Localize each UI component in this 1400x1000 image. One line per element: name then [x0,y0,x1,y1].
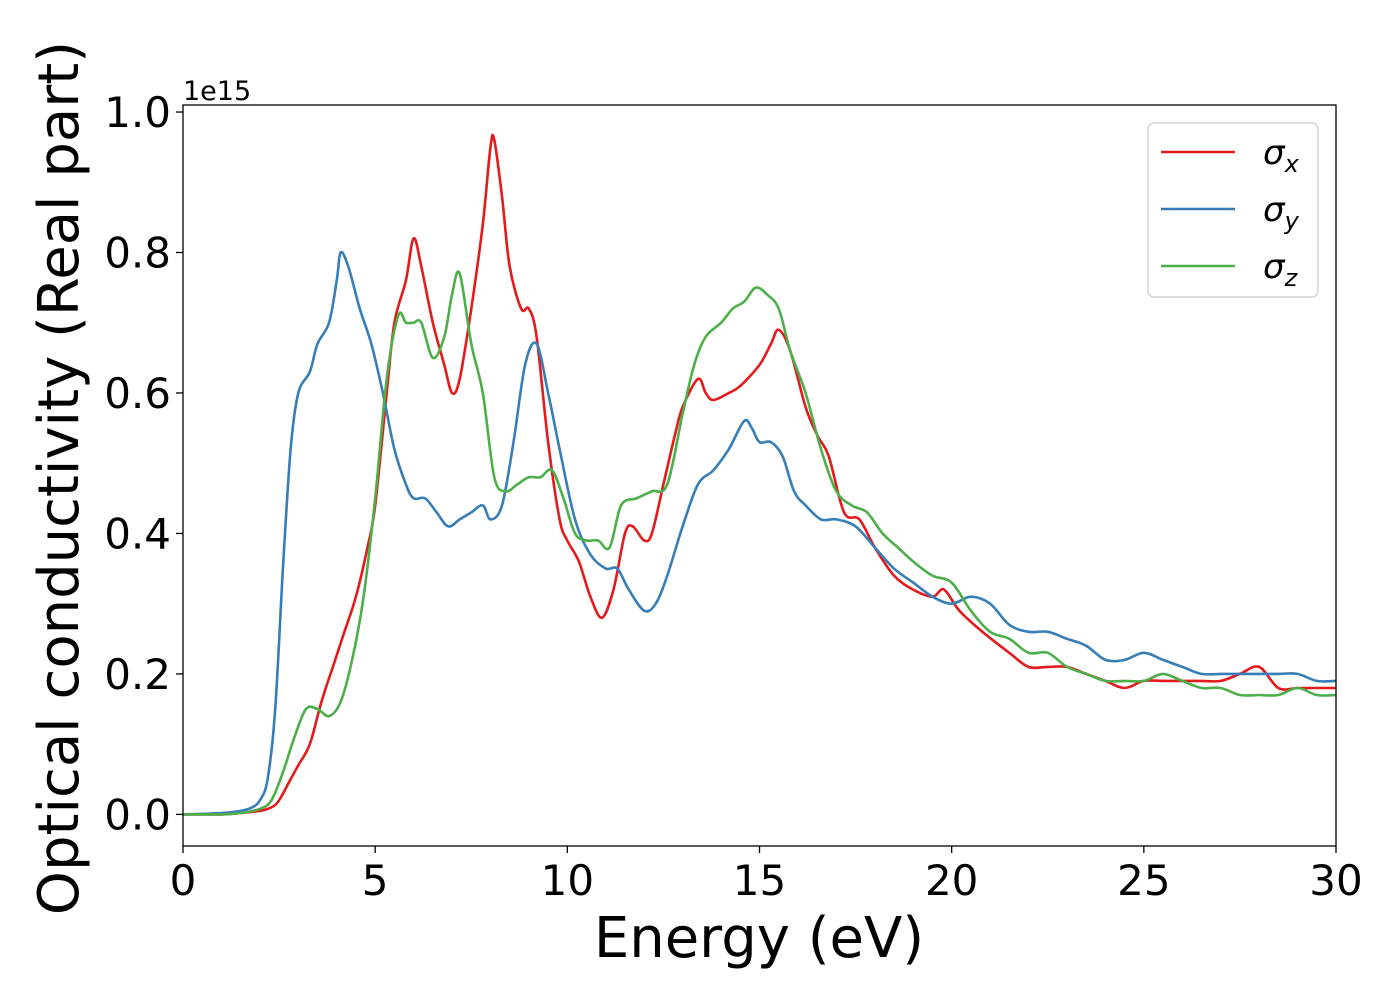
y-tick-label: 0.6 [104,369,171,418]
x-axis-ticks: 0 5 10 15 20 25 30 [170,846,1363,905]
x-tick-label: 25 [1117,856,1170,905]
x-tick-label: 20 [925,856,978,905]
y-offset-label: 1e15 [183,76,251,107]
series-line-sigma-z [182,270,1337,816]
x-tick-label: 0 [170,856,197,905]
y-tick-label: 1.0 [104,88,171,137]
plot-lines [182,133,1337,816]
x-tick-label: 5 [362,856,389,905]
y-tick-label: 0.4 [104,509,171,558]
y-tick-label: 0.0 [104,790,171,839]
y-axis-ticks: 0.0 0.2 0.4 0.6 0.8 1.0 [104,88,183,839]
x-tick-label: 15 [733,856,786,905]
x-axis-title: Energy (eV) [594,906,924,971]
x-tick-label: 10 [541,856,594,905]
x-tick-label: 30 [1309,856,1362,905]
series-line-sigma-y [182,250,1337,816]
y-tick-label: 0.2 [104,650,171,699]
y-axis-title: Optical conductivity (Real part) [27,41,92,915]
y-tick-label: 0.8 [104,228,171,277]
